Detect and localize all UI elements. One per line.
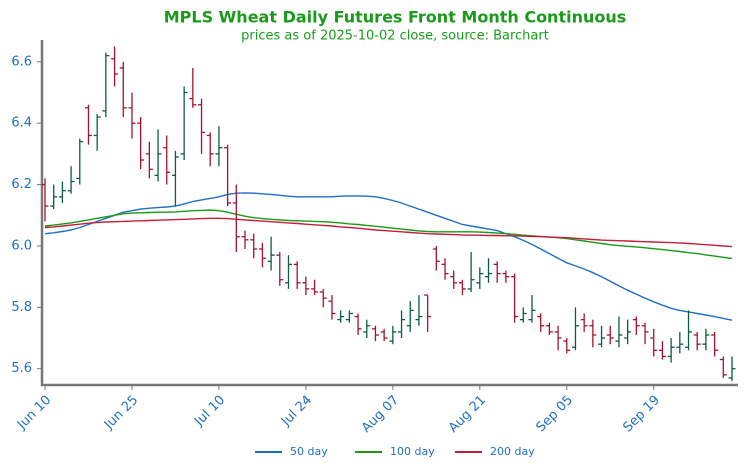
y-tick-label: 6.0 xyxy=(11,238,32,253)
x-tick-label: Jun 10 xyxy=(14,393,54,433)
x-tick-label: Aug 07 xyxy=(359,393,402,436)
x-tick-label: Sep 19 xyxy=(620,393,663,436)
legend-label: 200 day xyxy=(490,445,535,458)
chart-subtitle: prices as of 2025-10-02 close, source: B… xyxy=(241,29,549,44)
y-tick-label: 6.4 xyxy=(11,116,32,131)
x-tick-label: Jun 25 xyxy=(101,393,141,433)
y-tick-label: 6.2 xyxy=(11,177,32,192)
ma-line xyxy=(44,209,733,260)
y-tick-label: 5.8 xyxy=(11,300,32,315)
ma-line xyxy=(44,217,733,248)
x-tick-label: Aug 21 xyxy=(446,393,489,436)
chart-title: MPLS Wheat Daily Futures Front Month Con… xyxy=(164,8,627,27)
legend-label: 50 day xyxy=(290,445,328,458)
x-tick-label: Jul 10 xyxy=(191,393,228,430)
y-tick-label: 6.6 xyxy=(11,54,32,69)
x-tick-label: Jul 24 xyxy=(278,393,315,430)
y-tick-label: 5.6 xyxy=(11,361,32,376)
legend-label: 100 day xyxy=(390,445,435,458)
x-tick-label: Sep 05 xyxy=(534,393,577,436)
ma-line xyxy=(44,192,733,321)
